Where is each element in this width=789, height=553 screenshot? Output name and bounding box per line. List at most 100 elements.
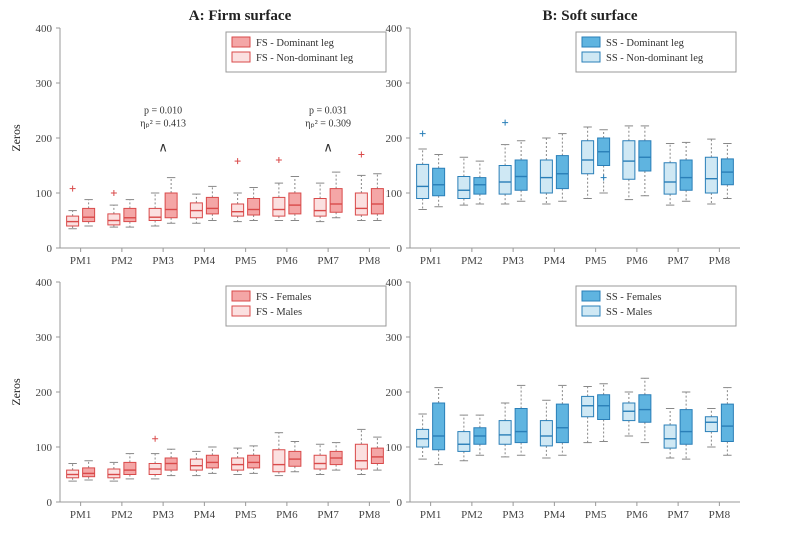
- boxplot-box: [705, 139, 717, 204]
- x-tick-label: PM7: [317, 255, 339, 267]
- legend: FS - FemalesFS - Males: [226, 286, 386, 326]
- y-tick-label: 100: [36, 188, 53, 200]
- boxplot-box: [124, 454, 136, 479]
- stat-annotation: ηₚ² = 0.309: [305, 118, 351, 129]
- x-tick-label: PM3: [152, 509, 174, 521]
- x-tick-label: PM4: [544, 509, 566, 521]
- legend-label: FS - Females: [256, 292, 311, 303]
- y-tick-label: 200: [386, 387, 403, 399]
- boxplot-box: [190, 451, 202, 475]
- x-tick-label: PM2: [111, 509, 132, 521]
- boxplot-box: [417, 414, 429, 459]
- x-tick-label: PM1: [70, 255, 91, 267]
- boxplot-box: [639, 126, 651, 196]
- boxplot-box: [556, 134, 568, 202]
- y-tick-label: 400: [36, 277, 53, 289]
- boxplot-box: [499, 120, 511, 204]
- legend-swatch: [232, 291, 250, 301]
- boxplot-box: [289, 442, 301, 472]
- y-tick-label: 300: [386, 332, 403, 344]
- stat-annotation: ηₚ² = 0.413: [140, 118, 186, 129]
- caret-icon: ∧: [323, 139, 333, 154]
- x-tick-label: PM2: [461, 255, 482, 267]
- x-tick-label: PM7: [667, 255, 689, 267]
- boxplot-box: [124, 200, 136, 228]
- legend-label: SS - Males: [606, 307, 652, 318]
- boxplot-box: [721, 144, 733, 199]
- panel-B_bot: 0100200300400PM1PM2PM3PM4PM5PM6PM7PM8SS …: [386, 277, 741, 521]
- boxplot-box: [330, 172, 342, 218]
- x-tick-label: PM8: [359, 255, 381, 267]
- boxplot-box: [474, 161, 486, 204]
- boxplot-box: [598, 130, 610, 193]
- legend: SS - Dominant leg SS - Non-dominant leg: [576, 32, 736, 72]
- boxplot-box: [664, 409, 676, 459]
- boxplot-box: [67, 186, 79, 229]
- y-tick-label: 300: [36, 78, 53, 90]
- boxplot-box: [540, 138, 552, 204]
- y-tick-label: 300: [36, 332, 53, 344]
- stat-annotation: p = 0.031: [309, 105, 347, 116]
- x-tick-label: PM6: [626, 255, 648, 267]
- boxplot-box: [433, 155, 445, 207]
- x-tick-label: PM8: [709, 509, 731, 521]
- y-tick-label: 400: [36, 23, 53, 35]
- boxplot-box: [149, 193, 161, 226]
- y-tick-label: 300: [386, 78, 403, 90]
- boxplot-box: [680, 392, 692, 459]
- boxplot-box: [330, 443, 342, 471]
- x-tick-label: PM7: [667, 509, 689, 521]
- x-tick-label: PM2: [461, 509, 482, 521]
- boxplot-box: [232, 448, 244, 474]
- boxplot-box: [705, 409, 717, 448]
- x-tick-label: PM5: [235, 509, 257, 521]
- boxplot-box: [458, 415, 470, 461]
- x-tick-label: PM8: [359, 509, 381, 521]
- legend-swatch: [582, 306, 600, 316]
- y-tick-label: 0: [47, 243, 53, 255]
- x-tick-label: PM5: [235, 255, 257, 267]
- y-tick-label: 0: [397, 497, 403, 509]
- y-tick-label: 100: [386, 188, 403, 200]
- x-tick-label: PM3: [152, 255, 174, 267]
- boxplot-box: [149, 436, 161, 479]
- legend-label: SS - Non-dominant leg: [606, 53, 704, 64]
- legend: FS - Dominant legFS - Non-dominant leg: [226, 32, 386, 72]
- legend-swatch: [232, 37, 250, 47]
- boxplot-box: [474, 415, 486, 455]
- boxplot-box: [433, 388, 445, 465]
- panel-A_bot: 0100200300400ZerosPM1PM2PM3PM4PM5PM6PM7P…: [9, 277, 390, 521]
- x-tick-label: PM6: [276, 509, 298, 521]
- boxplot-box: [623, 392, 635, 436]
- boxplot-box: [190, 194, 202, 223]
- x-tick-label: PM3: [502, 255, 524, 267]
- x-tick-label: PM6: [626, 509, 648, 521]
- boxplot-box: [417, 131, 429, 210]
- legend-label: SS - Dominant leg: [606, 38, 685, 49]
- boxplot-box: [623, 126, 635, 200]
- x-tick-label: PM1: [70, 509, 91, 521]
- legend-swatch: [232, 52, 250, 62]
- boxplot-box: [515, 141, 527, 202]
- x-tick-label: PM4: [194, 509, 216, 521]
- boxplot-box: [582, 387, 594, 443]
- boxplot-box: [371, 174, 383, 221]
- boxplot-box: [165, 178, 177, 224]
- boxplot-box: [371, 437, 383, 470]
- boxplot-box: [248, 188, 260, 221]
- boxplot-box: [248, 446, 260, 474]
- x-tick-label: PM3: [502, 509, 524, 521]
- y-tick-label: 400: [386, 277, 403, 289]
- boxplot-box: [540, 400, 552, 458]
- boxplot-box: [314, 444, 326, 474]
- boxplot-box: [165, 449, 177, 475]
- boxplot-box: [664, 144, 676, 206]
- boxplot-box: [598, 384, 610, 442]
- boxplot-box: [680, 142, 692, 201]
- y-tick-label: 400: [386, 23, 403, 35]
- panel-title: B: Soft surface: [543, 8, 638, 24]
- boxplot-box: [232, 158, 244, 222]
- legend-label: SS - Females: [606, 292, 661, 303]
- boxplot-box: [273, 433, 285, 476]
- boxplot-box: [721, 388, 733, 456]
